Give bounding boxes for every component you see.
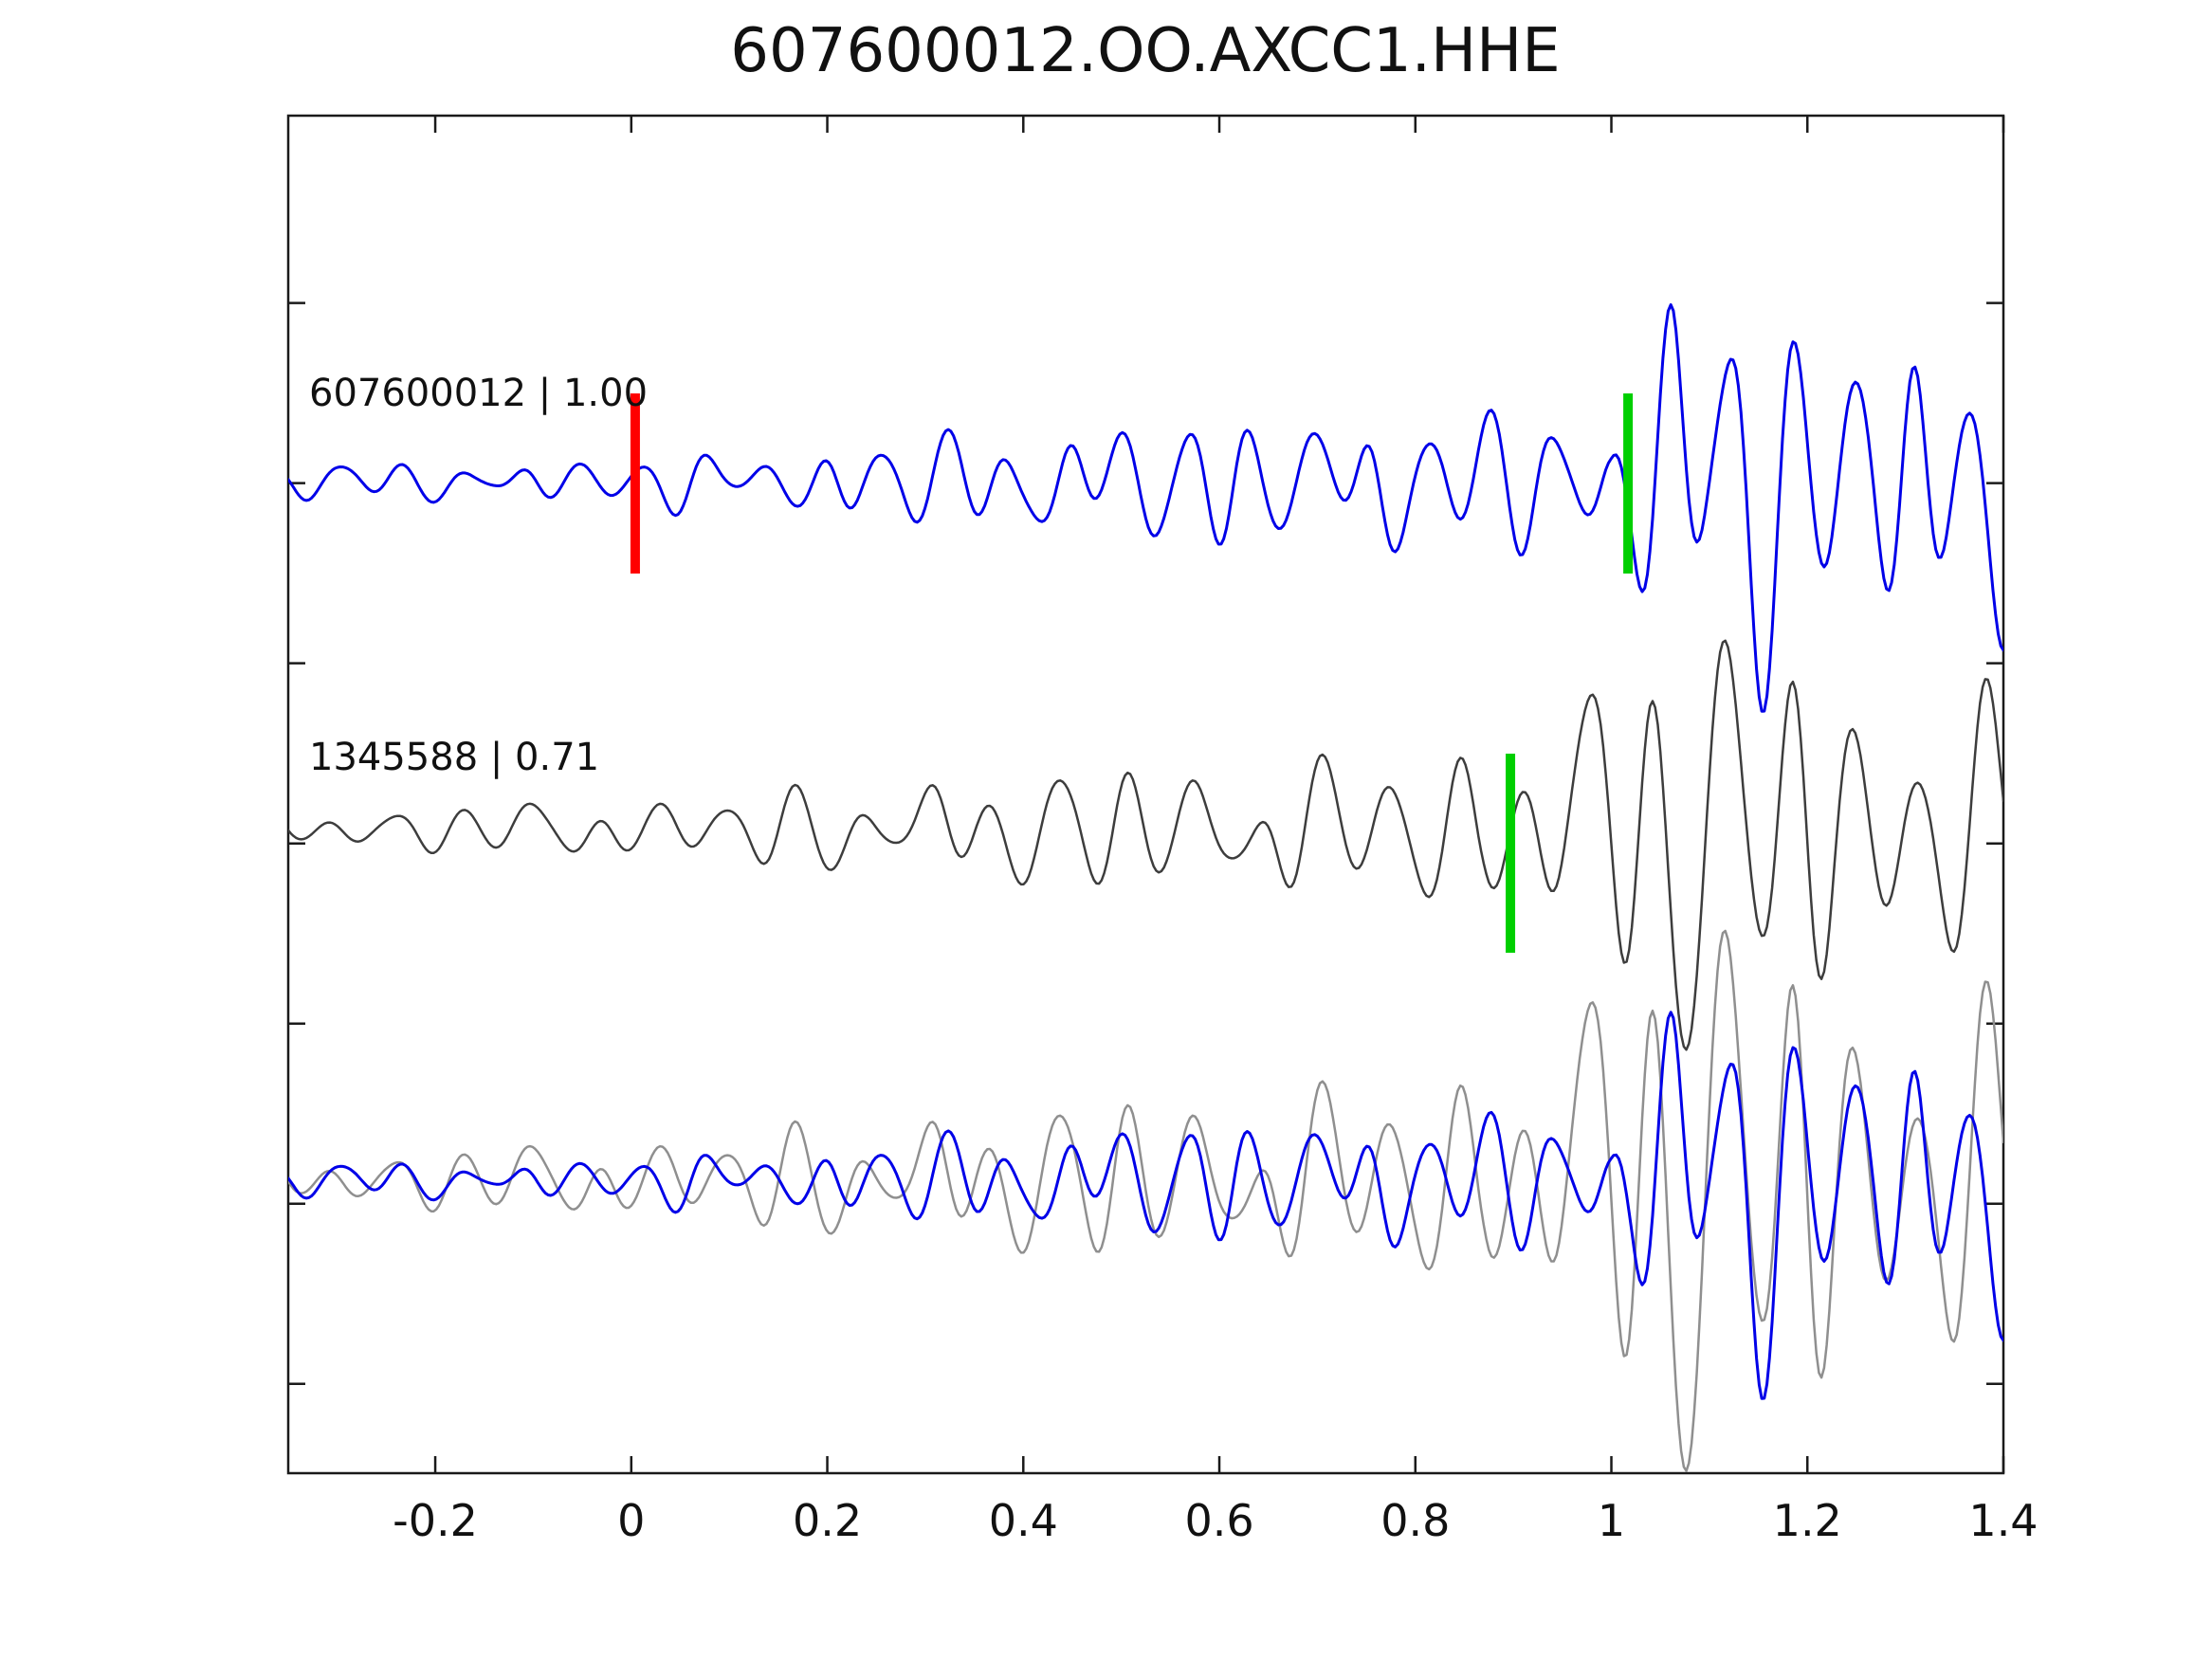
x-tick-label: 0.4 bbox=[989, 1495, 1058, 1546]
waveform-traces bbox=[288, 302, 2003, 1472]
x-tick-label: 1.4 bbox=[1968, 1495, 2038, 1546]
x-tick-label: 0 bbox=[617, 1495, 645, 1546]
x-tick-label: 1 bbox=[1598, 1495, 1625, 1546]
x-tick-label: -0.2 bbox=[393, 1495, 478, 1546]
overlay-template-waveform-line bbox=[288, 1011, 2003, 1400]
plot-border bbox=[286, 114, 2005, 1475]
pick-markers bbox=[630, 393, 1634, 953]
axis-ticks bbox=[288, 116, 2005, 1473]
x-tick-labels: -0.2 0 0.2 0.4 0.6 0.8 1 1.2 1.4 bbox=[393, 1495, 2038, 1546]
detection-trace-label: 1345588 | 0.71 bbox=[309, 736, 599, 779]
detection-pick-marker bbox=[1506, 754, 1516, 953]
template-trace-label: 607600012 | 1.00 bbox=[309, 372, 648, 415]
x-tick-label: 0.8 bbox=[1380, 1495, 1450, 1546]
detection-waveform-line bbox=[288, 639, 2003, 1051]
chart-title: 607600012.OO.AXCC1.HHE bbox=[730, 16, 1560, 86]
template-pick-marker bbox=[1623, 393, 1634, 574]
axes-box bbox=[286, 114, 2005, 1475]
x-tick-label: 0.6 bbox=[1184, 1495, 1253, 1546]
x-tick-label: 0.2 bbox=[793, 1495, 862, 1546]
template-start-marker bbox=[630, 393, 640, 574]
overlay-detection-waveform-line bbox=[288, 929, 2003, 1472]
x-tick-label: 1.2 bbox=[1773, 1495, 1842, 1546]
template-waveform-line bbox=[288, 302, 2003, 713]
